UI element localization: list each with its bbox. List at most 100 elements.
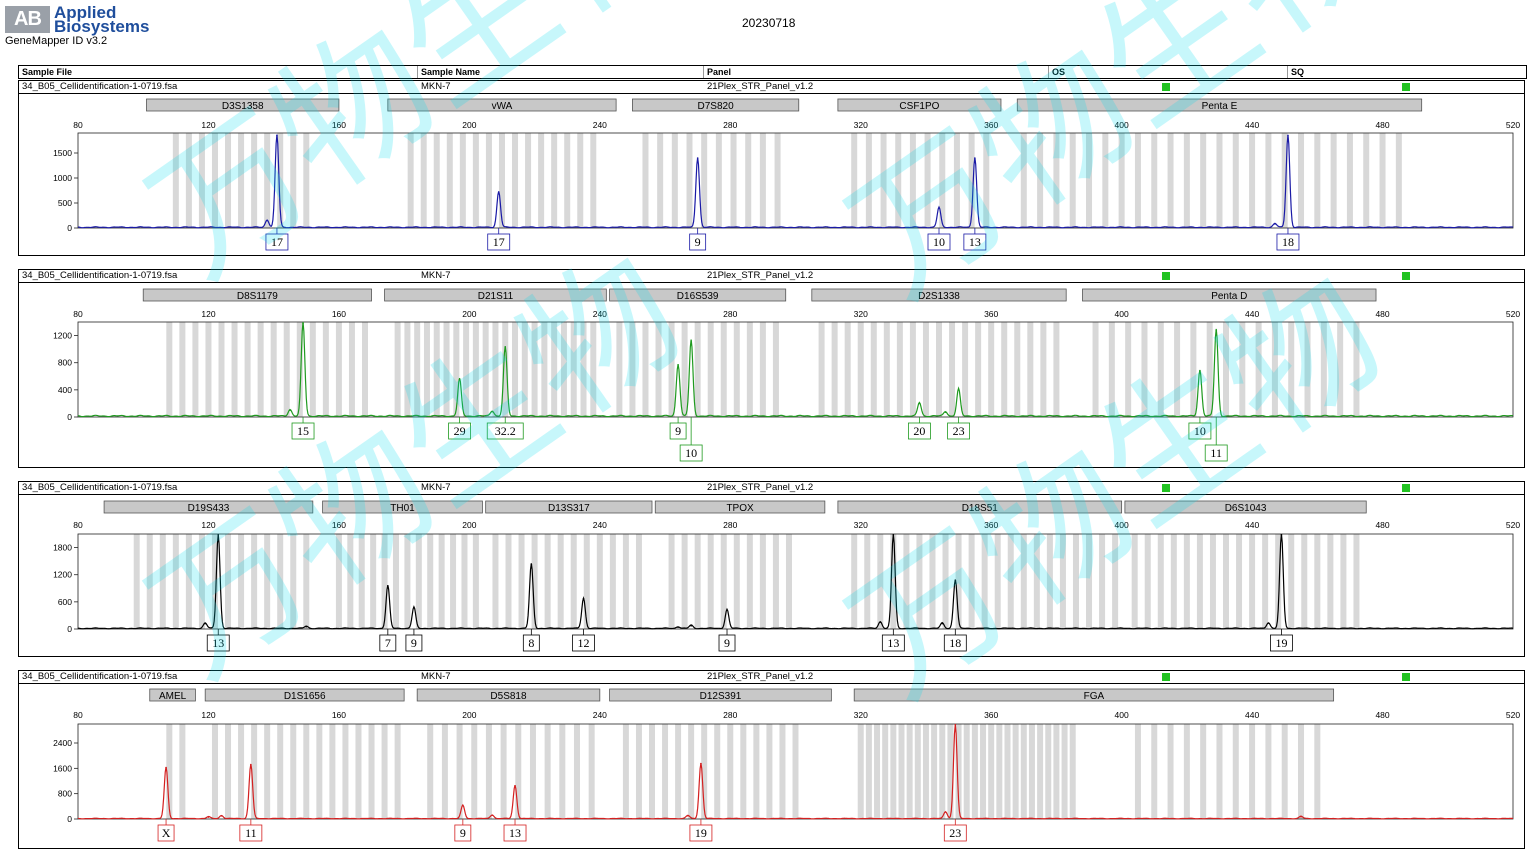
peak-mark	[491, 814, 493, 816]
allele-bin	[1255, 322, 1262, 417]
allele-bin	[231, 322, 238, 417]
allele-bin	[1223, 534, 1229, 629]
allele-bin	[890, 534, 897, 629]
peak-mark	[220, 815, 223, 817]
allele-bin	[577, 133, 584, 228]
x-tick-label: 400	[1115, 520, 1129, 530]
sample-name: MKN-7	[421, 270, 451, 281]
allele-bin	[257, 322, 264, 417]
allele-bin	[557, 534, 564, 629]
allele-call: 18	[1276, 228, 1300, 251]
allele-call: 9	[718, 629, 736, 652]
sq-quality-flag	[1402, 673, 1410, 681]
allele-bin	[1298, 133, 1305, 228]
allele-bin	[251, 534, 258, 629]
allele-bin	[521, 322, 528, 417]
allele-bin	[707, 534, 714, 629]
allele-bin	[446, 133, 453, 228]
allele-bin	[1216, 724, 1223, 819]
allele-bin	[270, 322, 277, 417]
locus-marker: D8S1179	[142, 288, 372, 302]
peak-mark	[413, 606, 415, 609]
allele-bin	[1183, 133, 1190, 228]
peak-mark	[687, 815, 689, 817]
allele-bin	[1209, 534, 1216, 629]
allele-bin	[453, 322, 460, 417]
locus-bar	[837, 98, 1002, 112]
x-tick-label: 80	[73, 520, 83, 530]
allele-label: 10	[1194, 424, 1206, 438]
allele-box	[572, 634, 595, 652]
allele-bin	[512, 322, 519, 417]
sample-info-row: 34_B05_Cellidentification-1-0719.fsa MKN…	[19, 270, 1524, 283]
allele-bin	[686, 133, 693, 228]
allele-bin	[225, 534, 232, 629]
allele-bin	[1004, 724, 1011, 819]
locus-bar	[1082, 288, 1377, 302]
allele-bin	[870, 322, 877, 417]
x-tick-label: 80	[73, 710, 83, 720]
locus-marker: vWA	[387, 98, 617, 112]
allele-bin	[675, 724, 682, 819]
electropherogram-plot: D3S1358 vWA D7S820 CSF1PO Penta E 80 120 160 200…	[53, 98, 1520, 251]
allele-bin	[701, 724, 708, 819]
allele-label: 9	[724, 636, 730, 650]
allele-bin	[583, 534, 590, 629]
locus-marker: D3S1358	[146, 98, 340, 112]
allele-bin	[394, 724, 401, 819]
allele-bin	[362, 322, 368, 417]
x-tick-label: 520	[1506, 520, 1520, 530]
sample-header-table: Sample File Sample Name Panel OS SQ	[18, 65, 1527, 79]
os-quality-flag	[1162, 272, 1170, 280]
allele-label: 11	[1210, 446, 1222, 460]
allele-bin	[740, 724, 747, 819]
peak-mark	[514, 784, 516, 787]
allele-bin	[1040, 322, 1047, 417]
locus-label: D19S433	[188, 503, 230, 514]
peak-mark	[677, 626, 679, 628]
allele-call: 9	[454, 819, 472, 842]
allele-call: 18	[943, 629, 967, 652]
x-tick-label: 400	[1115, 710, 1129, 720]
locus-bar	[146, 98, 340, 112]
allele-bin	[172, 133, 179, 228]
allele-bin	[949, 322, 956, 417]
allele-bin	[896, 322, 903, 417]
allele-bin	[1314, 133, 1321, 228]
locus-label: D2S1338	[918, 291, 960, 302]
locus-marker: D18S51	[837, 500, 1123, 514]
peak-mark	[726, 609, 728, 611]
allele-bin	[968, 534, 975, 629]
allele-bin	[1337, 322, 1344, 417]
allele-bin	[433, 133, 440, 228]
allele-box	[503, 824, 527, 842]
peak-mark	[204, 622, 206, 625]
allele-call: 17	[487, 228, 511, 251]
allele-bin	[922, 724, 929, 819]
allele-bin	[316, 724, 323, 819]
allele-bin	[441, 724, 448, 819]
allele-bin	[1265, 133, 1272, 228]
peak-mark	[462, 804, 464, 807]
sample-info-row: 34_B05_Cellidentification-1-0719.fsa MKN…	[19, 671, 1524, 684]
locus-label: D1S1656	[284, 691, 326, 702]
allele-bin	[335, 534, 342, 629]
panel-name: 21Plex_STR_Panel_v1.2	[707, 482, 814, 493]
allele-bin	[1167, 133, 1174, 228]
allele-bin	[668, 322, 675, 417]
allele-bin	[947, 724, 954, 819]
allele-bin	[882, 724, 889, 819]
peak-mark	[387, 585, 389, 587]
allele-box	[448, 422, 471, 440]
allele-bin	[1288, 322, 1295, 417]
allele-bin	[211, 133, 218, 228]
allele-bin	[394, 322, 401, 417]
x-tick-label: 320	[854, 120, 868, 130]
allele-bin	[914, 724, 921, 819]
peak-mark	[302, 322, 304, 325]
applied-biosystems-logo: AB Applied Biosystems	[5, 4, 149, 48]
allele-call: 29	[448, 417, 471, 440]
electropherogram-plot: D8S1179 D21S11 D16S539 D2S1338 Penta D 80 120 1…	[53, 288, 1520, 462]
header-sample-file: Sample File	[22, 67, 73, 77]
allele-bin	[342, 724, 349, 819]
